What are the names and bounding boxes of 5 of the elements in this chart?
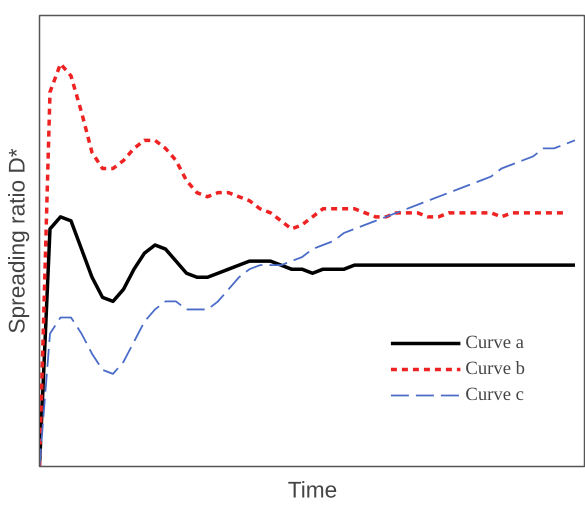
- x-axis-title: Time: [288, 476, 338, 502]
- legend-label: Curve a: [465, 332, 524, 354]
- y-axis-title: Spreading ratio D*: [4, 148, 30, 334]
- legend-label: Curve c: [465, 384, 524, 406]
- legend-label: Curve b: [465, 358, 525, 380]
